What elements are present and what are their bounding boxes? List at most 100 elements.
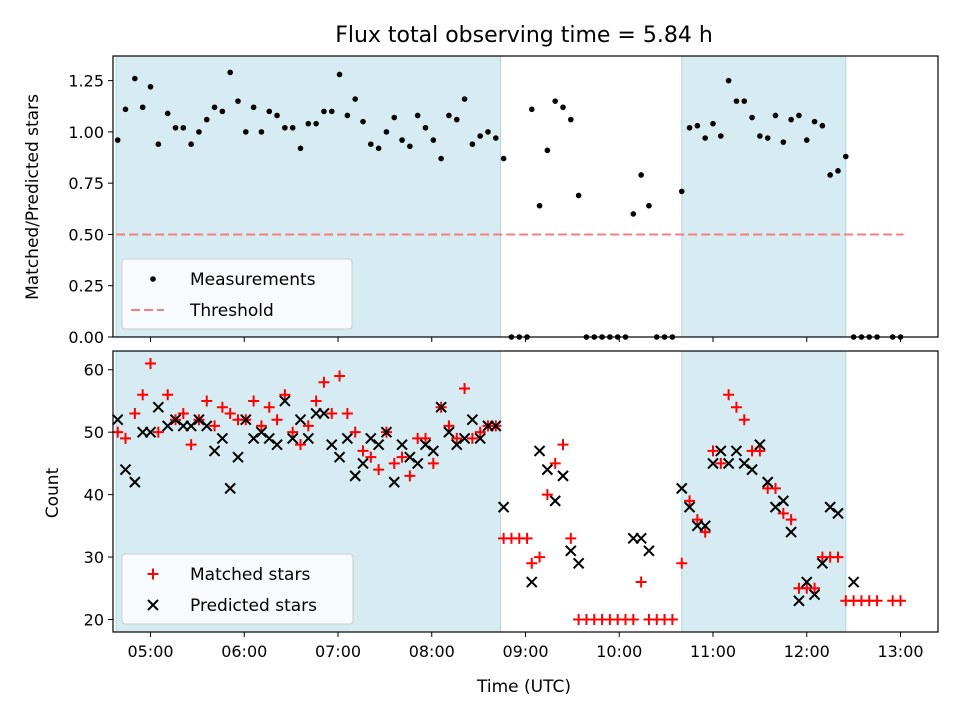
bottom-axes: 20 30 40 50 60 05:00 06:00 07:00 08:00 09:00 10:00…	[43, 350, 939, 697]
matched-star-point	[832, 551, 844, 563]
predicted-star-point	[557, 470, 569, 482]
measurement-point	[646, 202, 652, 209]
measurement-point	[477, 133, 483, 139]
predicted-star-point	[111, 413, 124, 426]
matched-star-point	[427, 457, 439, 469]
measurement-point	[227, 69, 233, 76]
matched-star-point	[565, 532, 577, 544]
bottom-ylabel: Count	[43, 467, 63, 518]
measurement-point	[575, 192, 582, 199]
predicted-star-point	[458, 432, 471, 445]
predicted-star-point	[365, 432, 377, 445]
matched-star-point	[770, 482, 781, 494]
predicted-star-point	[294, 413, 307, 426]
measurement-point	[305, 120, 312, 127]
predicted-star-point	[715, 445, 727, 457]
predicted-star-point	[824, 501, 836, 513]
predicted-star-point	[816, 557, 829, 570]
matched-star-point	[443, 420, 455, 432]
y-tick-label: 0.25	[68, 277, 104, 296]
measurement-point	[368, 141, 374, 147]
predicted-star-point	[474, 432, 486, 445]
measurement-point	[702, 135, 708, 141]
measurement-point	[552, 98, 558, 104]
matched-star-point	[129, 407, 141, 419]
predicted-star-point	[572, 557, 585, 570]
x-tick-label: 10:00	[596, 642, 642, 661]
matched-star-point	[201, 395, 213, 407]
predicted-star-point	[388, 476, 400, 488]
measurement-point	[360, 118, 366, 125]
legend-marker	[150, 276, 156, 282]
predicted-star-point	[533, 445, 546, 457]
matched-star-point	[738, 414, 750, 426]
measurement-point	[827, 172, 833, 178]
measurement-point	[493, 135, 499, 141]
predicted-star-point	[169, 413, 182, 426]
legend-label: Threshold	[189, 301, 274, 321]
predicted-star-point	[643, 545, 655, 557]
measurement-point	[344, 112, 351, 119]
measurement-point	[289, 124, 296, 131]
measurement-point	[749, 114, 755, 121]
measurement-point	[422, 124, 429, 131]
predicted-star-point	[832, 507, 844, 520]
count-points	[111, 357, 906, 626]
measurement-point	[560, 104, 566, 111]
matched-star-point	[666, 614, 678, 626]
predicted-star-point	[497, 501, 510, 513]
measurement-point	[811, 118, 818, 125]
matched-star-point	[534, 551, 546, 563]
matched-star-point	[271, 414, 283, 426]
matched-star-point	[459, 382, 471, 394]
matched-star-point	[404, 470, 416, 482]
measurement-point	[235, 98, 241, 104]
measurement-point	[438, 155, 444, 162]
predicted-star-point	[635, 532, 647, 545]
shaded-span	[681, 55, 847, 338]
predicted-star-point	[769, 501, 782, 513]
measurement-point	[219, 108, 226, 115]
y-tick-label: 60	[84, 361, 104, 380]
matched-star-point	[691, 514, 703, 526]
y-tick-label: 1.00	[68, 123, 104, 142]
measurement-point	[469, 141, 476, 147]
matched-star-point	[341, 407, 353, 419]
matched-star-point	[177, 407, 189, 419]
top-ylabel: Matched/Predicted stars	[23, 94, 43, 300]
measurement-point	[772, 112, 779, 119]
predicted-star-point	[119, 463, 132, 476]
matched-star-point	[676, 557, 688, 569]
matched-star-point	[224, 407, 236, 419]
top-legend: Measurements Threshold	[121, 258, 353, 330]
measurement-point	[383, 129, 390, 135]
predicted-star-point	[341, 432, 354, 445]
predicted-star-point	[526, 576, 538, 588]
measurement-point	[686, 124, 693, 131]
x-tick-label: 09:00	[502, 642, 548, 661]
predicted-star-point	[746, 463, 758, 476]
matched-star-point	[287, 426, 299, 438]
y-tick-label: 50	[84, 423, 104, 442]
matched-star-point	[474, 426, 486, 438]
measurement-point	[352, 96, 358, 102]
bottom-legend: Matched stars Predicted stars	[121, 553, 354, 625]
matched-star-point	[357, 445, 369, 457]
predicted-star-point	[318, 407, 330, 420]
measurement-point	[446, 112, 452, 119]
y-tick-label: 20	[84, 611, 104, 630]
measurement-point	[266, 108, 273, 115]
predicted-star-point	[738, 457, 750, 470]
matched-star-point	[334, 370, 346, 382]
matched-star-point	[373, 464, 385, 476]
measurement-point	[250, 104, 257, 111]
matched-star-point	[185, 439, 197, 451]
measurement-point	[164, 110, 171, 117]
measurement-point	[258, 129, 265, 135]
measurement-point	[453, 116, 460, 123]
matched-star-point	[209, 420, 221, 432]
predicted-star-point	[435, 401, 447, 413]
measurement-point	[733, 98, 740, 104]
y-tick-label: 0.75	[68, 174, 104, 193]
matched-star-point	[707, 445, 719, 457]
